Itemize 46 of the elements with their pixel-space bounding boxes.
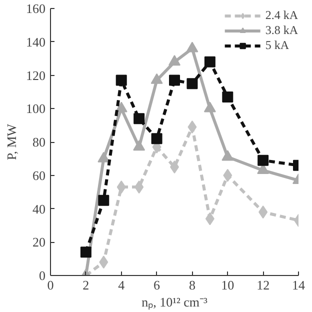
point (204, 102, 216, 112)
x-axis-title: nₚ, 10¹² cm⁻³ (142, 294, 208, 310)
point (223, 168, 232, 182)
y-tick-label: 0 (39, 268, 46, 283)
x-tick-label: 12 (256, 278, 270, 292)
point (150, 73, 163, 84)
point (205, 212, 214, 226)
point (169, 74, 180, 86)
point (204, 56, 216, 68)
x-tick-label: 2 (82, 278, 90, 292)
legend-label: 2.4 kA (265, 8, 298, 23)
point (151, 133, 162, 144)
point (115, 102, 128, 112)
legend-label: 3.8 kA (265, 23, 298, 38)
y-tick-label: 20 (32, 234, 46, 250)
x-tick-label: 14 (292, 278, 306, 292)
point (116, 74, 127, 86)
point (222, 150, 234, 161)
point (98, 194, 110, 206)
point (134, 113, 145, 124)
y-tick-label: 160 (26, 1, 46, 16)
point (168, 55, 180, 66)
point (80, 246, 92, 258)
x-tick-label: 8 (188, 278, 196, 292)
point (186, 42, 198, 52)
y-tick-label: 60 (32, 168, 46, 183)
y-axis-title: P, MW (4, 123, 19, 160)
point (99, 256, 108, 269)
point (133, 140, 146, 151)
point (258, 154, 269, 166)
point (258, 206, 268, 219)
x-tick-label: 10 (221, 278, 234, 292)
y-tick-label: 140 (26, 34, 46, 50)
y-tick-label: 100 (26, 101, 46, 116)
legend-label: 5 kA (265, 38, 289, 53)
point (188, 120, 197, 134)
y-tick-label: 120 (26, 68, 46, 83)
y-tick-label: 80 (32, 134, 46, 150)
y-tick-label: 40 (32, 201, 46, 216)
point (186, 78, 198, 90)
x-tick-label: 4 (118, 278, 126, 292)
x-tick-label: 6 (154, 278, 161, 292)
point (116, 180, 126, 194)
point (98, 152, 110, 162)
point (134, 180, 144, 194)
point (222, 91, 234, 102)
